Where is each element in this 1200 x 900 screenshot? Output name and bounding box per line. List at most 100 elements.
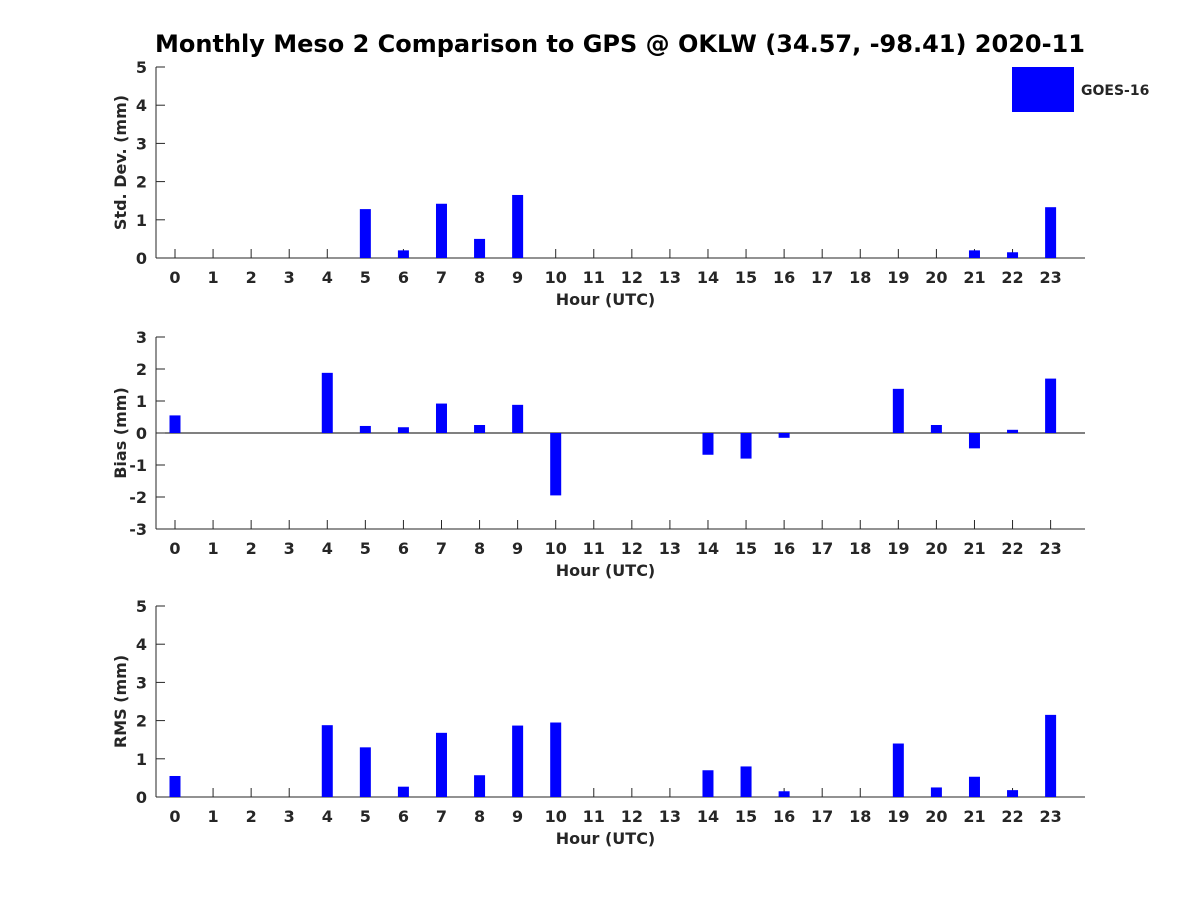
bias-x-tick-label: 8 <box>474 539 485 558</box>
std-dev-y-tick-label: 2 <box>136 173 147 192</box>
std-dev-x-tick-label: 20 <box>925 268 947 287</box>
rms-bar <box>930 787 942 797</box>
std-dev-x-tick-label: 14 <box>697 268 719 287</box>
rms-x-tick-label: 19 <box>887 807 909 826</box>
rms-x-tick-label: 21 <box>963 807 985 826</box>
std-dev-x-tick-label: 23 <box>1039 268 1061 287</box>
std-dev-x-tick-label: 21 <box>963 268 985 287</box>
bias-x-tick-label: 20 <box>925 539 947 558</box>
bias-x-tick-label: 9 <box>512 539 523 558</box>
rms-bar <box>778 791 790 797</box>
std-dev-y-tick-label: 0 <box>136 249 147 268</box>
std-dev-bar <box>512 194 524 258</box>
rms-x-tick-label: 10 <box>545 807 567 826</box>
rms-y-tick-label: 2 <box>136 712 147 731</box>
std-dev-x-tick-label: 22 <box>1001 268 1023 287</box>
std-dev-y-tick-label: 5 <box>136 58 147 77</box>
rms-x-tick-label: 6 <box>398 807 409 826</box>
bias-x-tick-label: 19 <box>887 539 909 558</box>
bias-bar <box>474 425 486 433</box>
bias-x-tick-label: 2 <box>246 539 257 558</box>
rms-x-tick-label: 13 <box>659 807 681 826</box>
bias-x-tick-label: 0 <box>169 539 180 558</box>
bias-bar <box>930 425 942 433</box>
std-dev-x-tick-label: 11 <box>583 268 605 287</box>
std-dev-x-tick-label: 9 <box>512 268 523 287</box>
rms-bar <box>359 747 371 797</box>
rms-y-tick-label: 5 <box>136 597 147 616</box>
bias-bar <box>702 433 714 455</box>
rms-x-tick-label: 22 <box>1001 807 1023 826</box>
rms-y-tick-label: 4 <box>136 635 147 654</box>
std-dev-x-tick-label: 18 <box>849 268 871 287</box>
rms-x-tick-label: 7 <box>436 807 447 826</box>
bias-bar <box>359 425 371 433</box>
bias-y-tick-label: -1 <box>129 456 147 475</box>
std-dev-x-tick-label: 13 <box>659 268 681 287</box>
std-dev-x-tick-label: 4 <box>322 268 333 287</box>
rms-bar <box>321 725 333 797</box>
bias-bar <box>1007 429 1019 433</box>
std-dev-bar <box>1007 252 1019 258</box>
std-dev-x-tick-label: 6 <box>398 268 409 287</box>
bias-x-tick-label: 6 <box>398 539 409 558</box>
rms-bar <box>702 770 714 797</box>
std-dev-y-tick-label: 1 <box>136 211 147 230</box>
bias-x-tick-label: 14 <box>697 539 719 558</box>
std-dev-bar <box>435 203 447 258</box>
rms-bar <box>550 722 562 797</box>
bias-x-tick-label: 17 <box>811 539 833 558</box>
bias-bar <box>740 433 752 459</box>
bias-x-tick-label: 18 <box>849 539 871 558</box>
rms-x-tick-label: 3 <box>284 807 295 826</box>
legend-swatch <box>1012 67 1074 112</box>
std-dev-x-tick-label: 19 <box>887 268 909 287</box>
bias-x-tick-label: 13 <box>659 539 681 558</box>
bias-x-tick-label: 23 <box>1039 539 1061 558</box>
bias-bar <box>550 433 562 496</box>
bias-x-tick-label: 7 <box>436 539 447 558</box>
bias-x-tick-label: 4 <box>322 539 333 558</box>
std-dev-x-tick-label: 7 <box>436 268 447 287</box>
bias-y-tick-label: 1 <box>136 392 147 411</box>
rms-x-tick-label: 11 <box>583 807 605 826</box>
rms-y-tick-label: 0 <box>136 788 147 807</box>
rms-x-tick-label: 1 <box>207 807 218 826</box>
bias-bar <box>778 433 790 438</box>
std-dev-bar <box>397 250 409 258</box>
bias-bar <box>968 433 980 449</box>
std-dev-bar <box>968 250 980 258</box>
rms-x-tick-label: 18 <box>849 807 871 826</box>
std-dev-x-tick-label: 16 <box>773 268 795 287</box>
std-dev-x-label: Hour (UTC) <box>556 290 656 309</box>
rms-bar <box>435 732 447 797</box>
bias-x-tick-label: 16 <box>773 539 795 558</box>
bias-y-tick-label: 2 <box>136 360 147 379</box>
bias-bar <box>892 388 904 433</box>
std-dev-x-tick-label: 1 <box>207 268 218 287</box>
rms-x-tick-label: 20 <box>925 807 947 826</box>
bias-y-tick-label: 0 <box>136 424 147 443</box>
rms-y-label: RMS (mm) <box>111 655 130 748</box>
rms-bar <box>474 775 486 797</box>
rms-x-tick-label: 23 <box>1039 807 1061 826</box>
rms-x-tick-label: 17 <box>811 807 833 826</box>
std-dev-x-tick-label: 0 <box>169 268 180 287</box>
rms-bar <box>740 766 752 797</box>
bias-x-tick-label: 12 <box>621 539 643 558</box>
rms-bar <box>892 743 904 797</box>
std-dev-x-tick-label: 15 <box>735 268 757 287</box>
std-dev-x-tick-label: 8 <box>474 268 485 287</box>
std-dev-x-tick-label: 3 <box>284 268 295 287</box>
bias-y-tick-label: -2 <box>129 488 147 507</box>
std-dev-bar <box>474 238 486 258</box>
std-dev-x-tick-label: 17 <box>811 268 833 287</box>
rms-x-tick-label: 5 <box>360 807 371 826</box>
legend-label: GOES-16 <box>1081 83 1149 99</box>
rms-x-tick-label: 15 <box>735 807 757 826</box>
bias-y-tick-label: -3 <box>129 520 147 539</box>
rms-bar <box>169 775 181 797</box>
rms-x-tick-label: 4 <box>322 807 333 826</box>
rms-x-tick-label: 12 <box>621 807 643 826</box>
rms-bar <box>1007 790 1019 797</box>
